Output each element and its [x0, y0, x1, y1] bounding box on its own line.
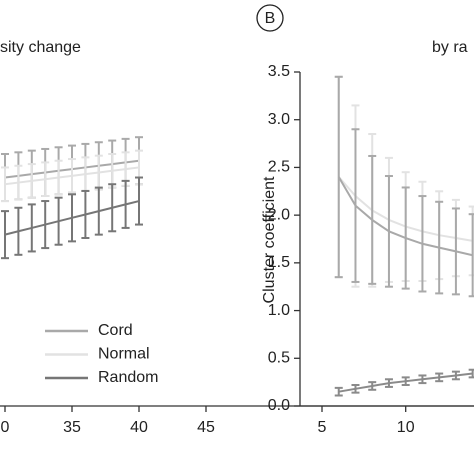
y-tick-label: 3.5	[268, 63, 290, 80]
x-tick-label: 35	[63, 419, 81, 436]
panel-label-circle	[256, 4, 284, 32]
error-bar	[334, 75, 343, 279]
legend-label: Cord	[98, 322, 133, 339]
x-tick-label: 40	[130, 419, 148, 436]
x-tick-label: 45	[197, 419, 215, 436]
legend-label: Normal	[98, 346, 150, 363]
error-bar	[468, 213, 474, 298]
y-axis-label: Cluster coefficient	[261, 176, 278, 303]
y-tick-label: 2.0	[268, 206, 290, 223]
series-line	[4, 166, 140, 186]
panel-label: B	[265, 10, 276, 27]
x-tick-label: 5	[318, 419, 327, 436]
legend-label: Random	[98, 369, 158, 386]
error-bar	[334, 386, 343, 397]
series-line	[338, 372, 473, 393]
x-tick-label: 0	[1, 419, 10, 436]
chart-title: by ra	[432, 39, 468, 56]
series-line	[4, 200, 140, 236]
y-tick-label: 0.0	[268, 397, 290, 414]
y-tick-label: 1.5	[268, 254, 290, 271]
x-tick-label: 10	[397, 419, 415, 436]
y-tick-label: 0.5	[268, 350, 290, 367]
series-line	[337, 176, 473, 257]
y-tick-label: 3.0	[268, 111, 290, 128]
y-tick-label: 2.5	[268, 159, 290, 176]
chart-title: sity change	[0, 39, 81, 56]
y-tick-label: 1.0	[268, 302, 290, 319]
